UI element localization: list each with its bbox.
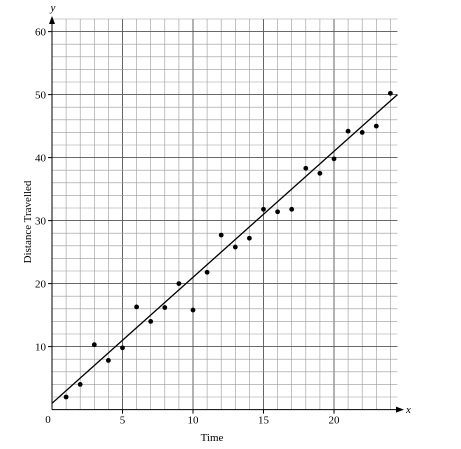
y-tick-label: 20 [35, 279, 47, 291]
data-point [218, 232, 224, 238]
x-tick-label: 20 [329, 415, 341, 427]
y-tick-label: 60 [35, 27, 47, 39]
x-axis-label: Time [201, 432, 224, 444]
tick-labels: 5 10 15 20 10 20 30 40 50 60 [35, 27, 340, 427]
data-point [317, 170, 323, 176]
data-point [261, 206, 266, 212]
grid [52, 18, 398, 410]
y-axis-letter: y [50, 2, 56, 14]
x-tick-label: 10 [188, 415, 200, 427]
data-point [359, 130, 365, 135]
y-axis-label: Distance Travelled [22, 180, 34, 263]
y-tick-label: 50 [35, 90, 47, 102]
data-point [289, 206, 295, 212]
data-point [303, 165, 309, 171]
data-point [275, 209, 280, 215]
data-points [63, 90, 393, 400]
data-point [162, 305, 168, 310]
x-axis-letter: x [405, 404, 411, 416]
y-tick-label: 40 [35, 153, 47, 165]
data-point [204, 269, 210, 275]
y-axis-arrow-icon [49, 16, 55, 24]
data-point [232, 244, 238, 250]
x-axis-arrow-icon [396, 406, 404, 413]
trend-line-group [51, 94, 398, 404]
data-point [134, 304, 140, 310]
data-point [106, 358, 111, 363]
x-tick-label: 15 [258, 415, 270, 427]
y-tick-label: 10 [35, 342, 47, 354]
trend-line [51, 94, 398, 404]
data-point [345, 128, 351, 134]
data-point [247, 235, 252, 241]
data-point [373, 123, 379, 129]
data-point [190, 307, 196, 313]
data-point [77, 382, 83, 387]
x-tick-label: 5 [120, 415, 126, 427]
data-point [148, 319, 154, 324]
origin-label: 0 [45, 414, 51, 426]
data-point [176, 281, 182, 286]
axes: x y 0 Time Distance Travelled [22, 2, 411, 444]
data-point [388, 90, 393, 96]
data-point [63, 394, 69, 400]
data-point [91, 342, 97, 348]
data-point [120, 345, 125, 351]
y-tick-label: 30 [35, 216, 47, 228]
data-point [331, 156, 337, 162]
